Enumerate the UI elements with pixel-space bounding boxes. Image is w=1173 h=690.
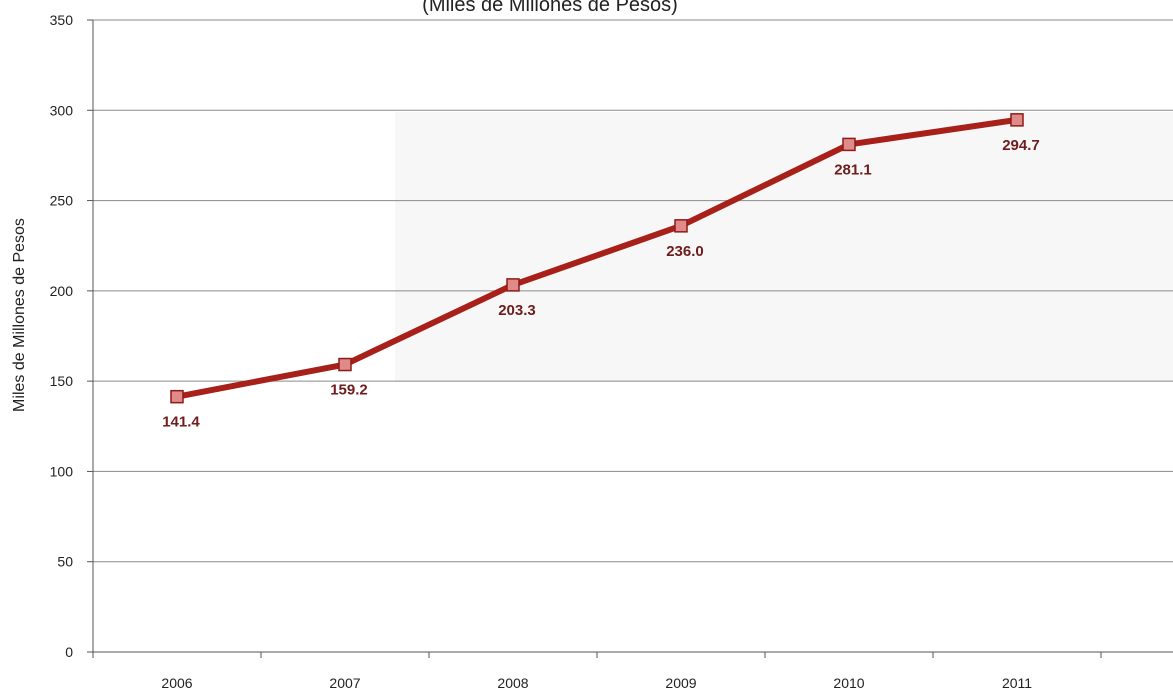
series-group [170, 113, 1024, 404]
axes [92, 20, 1173, 653]
y-tick-label: 150 [50, 373, 74, 389]
y-tick-label: 0 [65, 644, 73, 660]
gridlines [93, 19, 1173, 563]
x-tick-label: 2010 [833, 675, 864, 690]
x-tick-label: 2011 [1002, 675, 1032, 690]
y-tick-label: 50 [57, 554, 73, 570]
y-tick-label: 200 [50, 283, 74, 299]
y-axis-ticks: 0 50 100 150 200 250 300 350 [50, 12, 93, 660]
plot-area-shade [395, 112, 1173, 382]
y-tick-label: 100 [50, 463, 74, 479]
x-tick-label: 2006 [161, 675, 192, 690]
data-label: 203.3 [498, 302, 536, 319]
data-point-marker [338, 357, 352, 372]
data-label: 294.7 [1002, 137, 1040, 154]
data-labels: 141.4 159.2 203.3 236.0 281.1 294.7 [162, 137, 1040, 431]
x-tick-label: 2008 [497, 675, 528, 690]
x-tick-label: 2009 [665, 675, 696, 690]
y-axis-label: Miles de Millones de Pesos [11, 218, 28, 412]
x-axis-ticks: 2006 2007 2008 2009 2010 2011 [92, 652, 1102, 690]
series-line [174, 116, 1020, 400]
y-tick-label: 250 [50, 193, 74, 209]
data-label: 159.2 [330, 382, 368, 399]
data-point-marker [506, 278, 520, 292]
data-point-marker [170, 389, 184, 404]
chart-title: (Miles de Millones de Pesos) [422, 0, 678, 16]
y-tick-label: 300 [50, 102, 74, 118]
data-point-marker [674, 219, 688, 233]
data-label: 281.1 [834, 161, 872, 178]
data-label: 141.4 [162, 414, 200, 431]
x-tick-label: 2007 [329, 675, 360, 690]
y-tick-label: 350 [50, 12, 74, 28]
data-point-marker [1010, 113, 1024, 127]
data-label: 236.0 [666, 243, 704, 260]
data-point-marker [842, 137, 856, 152]
